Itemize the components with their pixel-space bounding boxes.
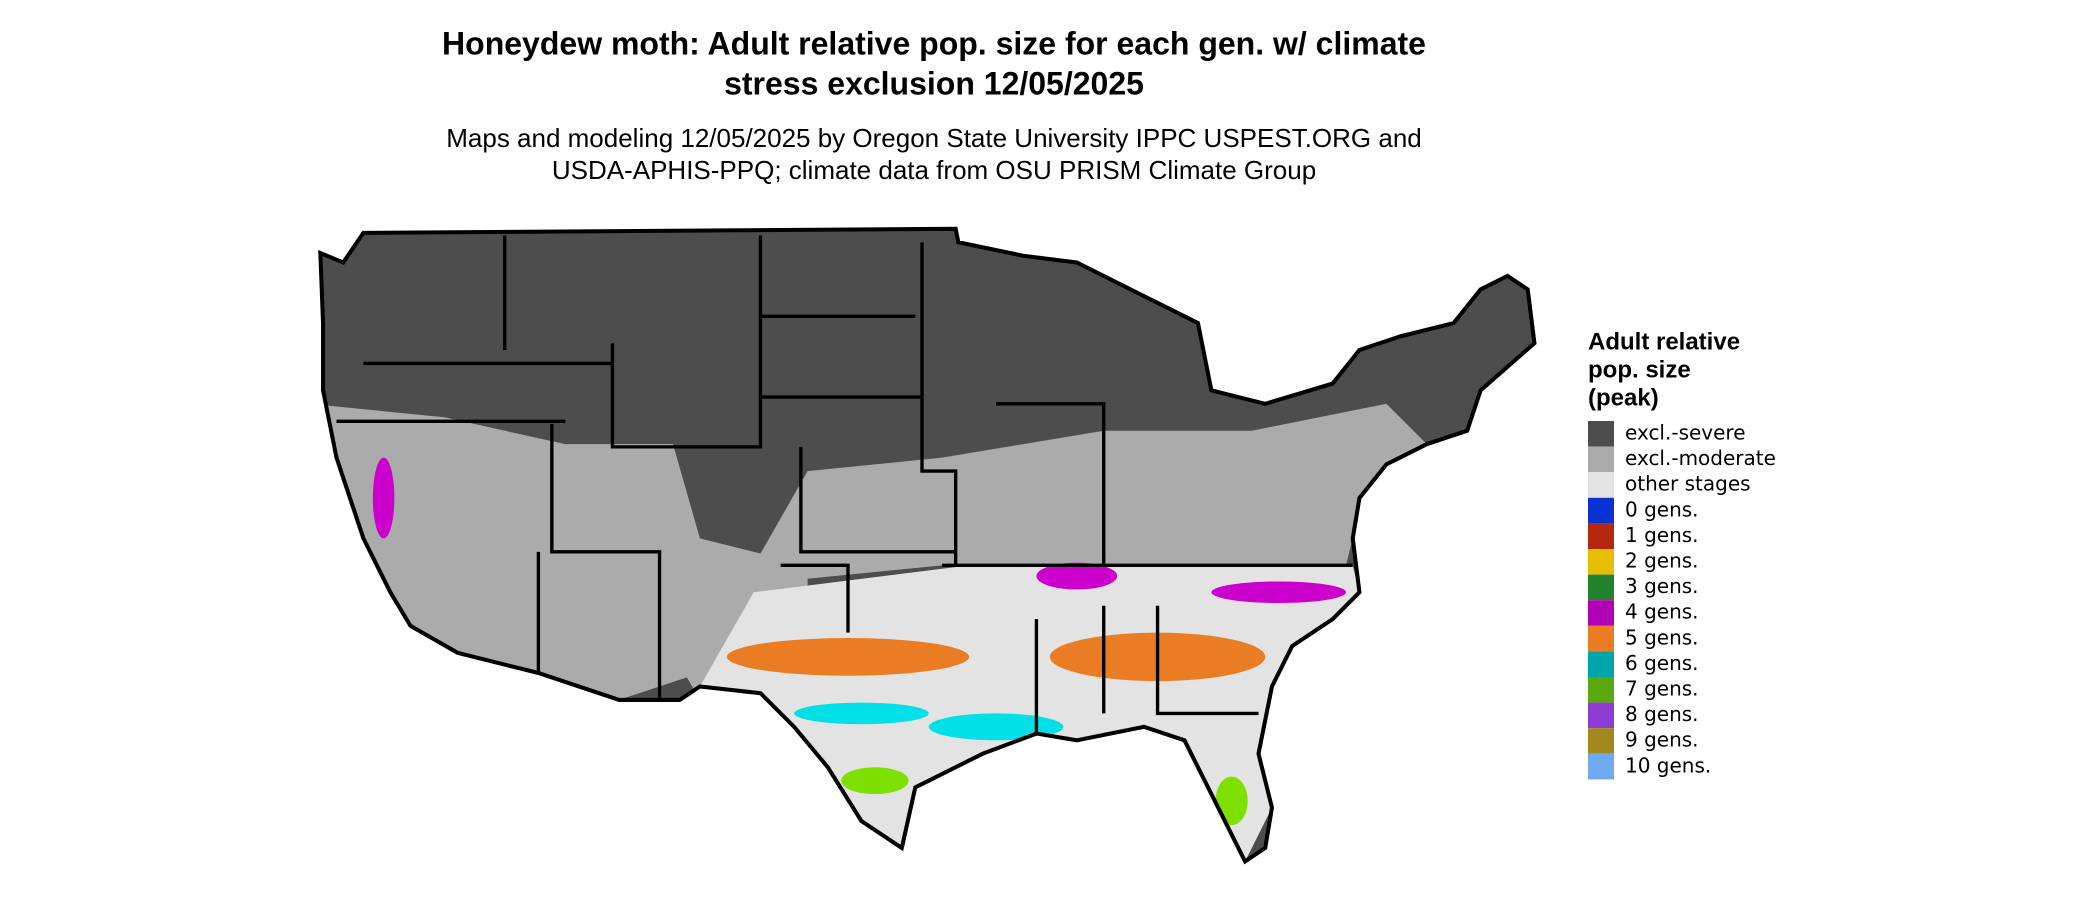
- title-line: stress exclusion 12/05/2025: [724, 65, 1144, 101]
- legend-label: other stages: [1625, 472, 1751, 496]
- legend-label: 6 gens.: [1625, 651, 1699, 675]
- legend-label: 9 gens.: [1625, 728, 1699, 752]
- zone-5-gens: [726, 638, 970, 676]
- legend-swatch: [1588, 600, 1614, 626]
- map-zones: [320, 403, 1427, 862]
- zone-6-gens: [794, 702, 929, 725]
- legend-swatch: [1588, 497, 1614, 524]
- legend-label: 2 gens.: [1625, 549, 1699, 573]
- titles: Honeydew moth: Adult relative pop. size …: [442, 25, 1426, 184]
- legend-swatch: [1588, 728, 1614, 754]
- zone-4-gens: [372, 457, 395, 539]
- legend-label: 0 gens.: [1625, 497, 1699, 521]
- legend-swatch: [1588, 549, 1614, 575]
- legend-swatch: [1588, 472, 1614, 498]
- legend-swatch: [1588, 677, 1614, 703]
- legend-title: pop. size: [1588, 356, 1691, 383]
- legend-label: 1 gens.: [1625, 523, 1699, 547]
- zone-6-gens: [928, 713, 1064, 741]
- subtitle-line: Maps and modeling 12/05/2025 by Oregon S…: [446, 123, 1422, 153]
- legend-label: 3 gens.: [1625, 574, 1699, 598]
- legend-swatch: [1588, 625, 1614, 652]
- legend-label: 7 gens.: [1625, 677, 1699, 701]
- legend-label: 4 gens.: [1625, 600, 1699, 624]
- legend-swatch: [1588, 702, 1614, 729]
- legend-swatch: [1588, 523, 1614, 549]
- title-line: Honeydew moth: Adult relative pop. size …: [442, 25, 1426, 61]
- legend-label: 8 gens.: [1625, 702, 1699, 726]
- zone-7-gens: [841, 767, 909, 795]
- legend-label: 5 gens.: [1625, 625, 1699, 649]
- zone-4-gens: [1211, 581, 1346, 604]
- state-borders: [336, 235, 1353, 734]
- zone-4-gens: [1036, 562, 1118, 590]
- legend-swatch: [1588, 421, 1614, 447]
- legend-label: excl.-severe: [1625, 421, 1746, 445]
- zone-moderate: [753, 403, 1427, 579]
- legend-label: excl.-moderate: [1625, 446, 1776, 470]
- legend-swatch: [1588, 651, 1614, 677]
- legend-swatch: [1588, 753, 1614, 780]
- legend-swatch: [1588, 446, 1614, 473]
- subtitle-line: USDA-APHIS-PPQ; climate data from OSU PR…: [552, 155, 1316, 185]
- legend-title: (peak): [1588, 384, 1659, 411]
- legend-title: Adult relative: [1588, 328, 1740, 355]
- map: [310, 229, 1535, 862]
- legend-label: 10 gens.: [1625, 753, 1711, 777]
- zone-7-gens: [1215, 776, 1248, 826]
- legend-swatch: [1588, 574, 1614, 601]
- zone-moderate: [320, 403, 700, 700]
